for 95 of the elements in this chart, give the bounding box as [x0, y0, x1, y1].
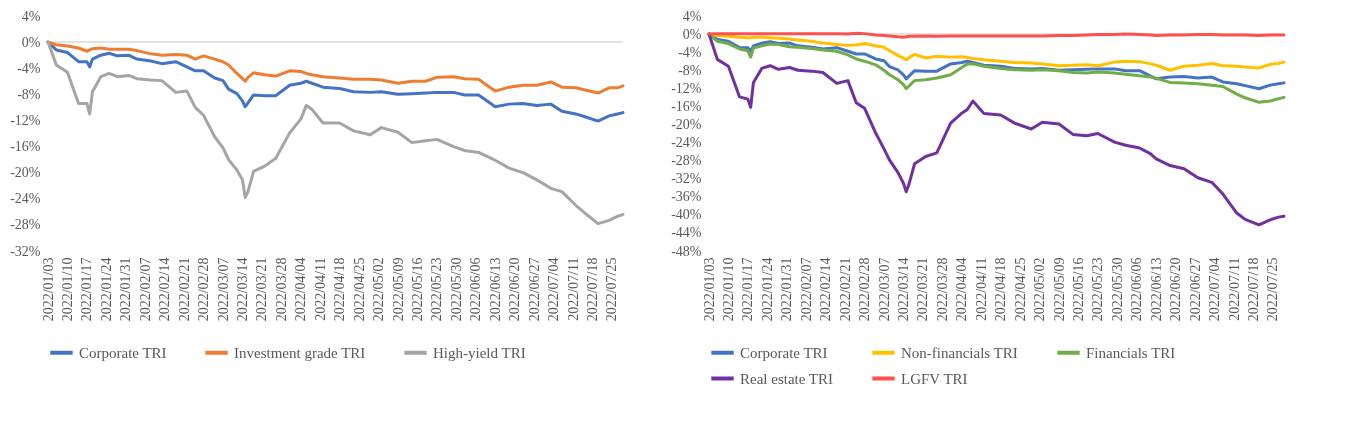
y-tick-label: -12% — [10, 112, 41, 128]
x-tick-label: 2022/04/18 — [993, 257, 1009, 322]
x-tick-label: 2022/05/30 — [1109, 257, 1125, 322]
x-tick-label: 2022/03/07 — [215, 257, 231, 322]
x-tick-label: 2022/07/18 — [1245, 257, 1261, 322]
x-tick-label: 2022/01/31 — [779, 257, 795, 322]
x-tick-label: 2022/05/02 — [371, 257, 387, 322]
x-tick-label: 2022/07/04 — [1207, 257, 1223, 322]
legend-label: Financials TRI — [1086, 344, 1176, 361]
x-tick-label: 2022/06/13 — [487, 257, 503, 322]
legend-label: Investment grade TRI — [234, 344, 366, 361]
y-tick-label: 0% — [682, 26, 702, 42]
x-tick-label: 2022/05/30 — [448, 257, 464, 322]
x-tick-label: 2022/01/17 — [79, 257, 95, 322]
x-tick-label: 2022/06/06 — [1129, 257, 1145, 322]
legend-label: High-yield TRI — [433, 344, 526, 361]
x-tick-label: 2022/03/28 — [934, 257, 950, 322]
x-tick-label: 2022/07/11 — [1226, 257, 1242, 321]
x-tick-label: 2022/05/23 — [429, 257, 445, 322]
y-tick-label: -28% — [671, 153, 702, 169]
y-tick-label: -4% — [678, 44, 702, 60]
y-tick-label: -4% — [17, 60, 41, 76]
x-tick-label: 2022/04/04 — [293, 257, 309, 322]
x-tick-label: 2022/05/16 — [1070, 257, 1086, 322]
x-tick-label: 2022/01/17 — [740, 257, 756, 322]
x-tick-label: 2022/06/27 — [526, 257, 542, 322]
y-tick-label: -44% — [671, 225, 702, 241]
x-tick-label: 2022/05/02 — [1032, 257, 1048, 322]
y-tick-label: -16% — [10, 139, 41, 155]
x-tick-label: 2022/05/16 — [409, 257, 425, 322]
x-tick-label: 2022/04/11 — [312, 257, 328, 321]
x-tick-label: 2022/07/25 — [1265, 257, 1281, 322]
x-tick-label: 2022/03/21 — [915, 257, 931, 322]
x-tick-label: 2022/05/09 — [1051, 257, 1067, 322]
x-tick-label: 2022/01/24 — [98, 257, 114, 322]
x-tick-label: 2022/03/14 — [234, 257, 250, 322]
x-tick-label: 2022/07/04 — [546, 257, 562, 322]
x-tick-label: 2022/02/21 — [837, 257, 853, 322]
legend-label: LGFV TRI — [901, 370, 968, 387]
x-tick-label: 2022/02/28 — [857, 257, 873, 322]
x-tick-label: 2022/03/28 — [273, 257, 289, 322]
x-tick-label: 2022/06/27 — [1187, 257, 1203, 322]
y-tick-label: -20% — [671, 116, 702, 132]
x-tick-label: 2022/01/03 — [40, 257, 56, 322]
y-tick-label: -28% — [10, 217, 41, 233]
x-tick-label: 2022/07/18 — [584, 257, 600, 322]
y-tick-label: 4% — [682, 8, 702, 24]
line-series — [46, 40, 625, 95]
x-tick-label: 2022/01/03 — [701, 257, 717, 322]
x-tick-label: 2022/02/07 — [137, 257, 153, 322]
legend-label: Corporate TRI — [79, 344, 167, 361]
x-tick-label: 2022/06/20 — [1168, 257, 1184, 322]
line-series — [707, 32, 1286, 227]
x-tick-label: 2022/05/23 — [1090, 257, 1106, 322]
y-tick-label: -24% — [10, 191, 41, 207]
x-tick-label: 2022/05/09 — [390, 257, 406, 322]
x-tick-label: 2022/03/14 — [895, 257, 911, 322]
legend-label: Real estate TRI — [740, 370, 834, 387]
x-tick-label: 2022/04/11 — [973, 257, 989, 321]
y-tick-label: -12% — [671, 80, 702, 96]
x-tick-label: 2022/06/13 — [1148, 257, 1164, 322]
x-tick-label: 2022/03/07 — [876, 257, 892, 322]
x-tick-label: 2022/02/07 — [798, 257, 814, 322]
y-tick-label: -8% — [17, 86, 41, 102]
y-tick-label: -16% — [671, 98, 702, 114]
x-tick-label: 2022/02/28 — [196, 257, 212, 322]
y-tick-label: 0% — [21, 34, 41, 50]
x-tick-label: 2022/03/21 — [254, 257, 270, 322]
x-tick-label: 2022/04/18 — [332, 257, 348, 322]
x-tick-label: 2022/06/20 — [507, 257, 523, 322]
x-tick-label: 2022/06/06 — [468, 257, 484, 322]
y-tick-label: -40% — [671, 207, 702, 223]
x-tick-label: 2022/04/25 — [351, 257, 367, 322]
y-tick-label: -48% — [671, 243, 702, 259]
x-tick-label: 2022/01/10 — [59, 257, 75, 322]
y-tick-label: -8% — [678, 62, 702, 78]
x-tick-label: 2022/01/10 — [720, 257, 736, 322]
y-tick-label: 4% — [21, 8, 41, 24]
x-tick-label: 2022/01/24 — [759, 257, 775, 322]
x-tick-label: 2022/02/14 — [157, 257, 173, 322]
line-series — [46, 40, 625, 226]
x-tick-label: 2022/02/14 — [818, 257, 834, 322]
x-tick-label: 2022/04/25 — [1012, 257, 1028, 322]
legend-label: Non-financials TRI — [901, 344, 1018, 361]
x-tick-label: 2022/04/04 — [954, 257, 970, 322]
y-tick-label: -32% — [671, 171, 702, 187]
x-tick-label: 2022/02/21 — [176, 257, 192, 322]
y-tick-label: -20% — [10, 165, 41, 181]
x-tick-label: 2022/07/11 — [565, 257, 581, 321]
legend-label: Corporate TRI — [740, 344, 828, 361]
y-tick-label: -36% — [671, 189, 702, 205]
x-tick-label: 2022/01/31 — [118, 257, 134, 322]
x-tick-label: 2022/07/25 — [604, 257, 620, 322]
y-tick-label: -32% — [10, 243, 41, 259]
y-tick-label: -24% — [671, 135, 702, 151]
